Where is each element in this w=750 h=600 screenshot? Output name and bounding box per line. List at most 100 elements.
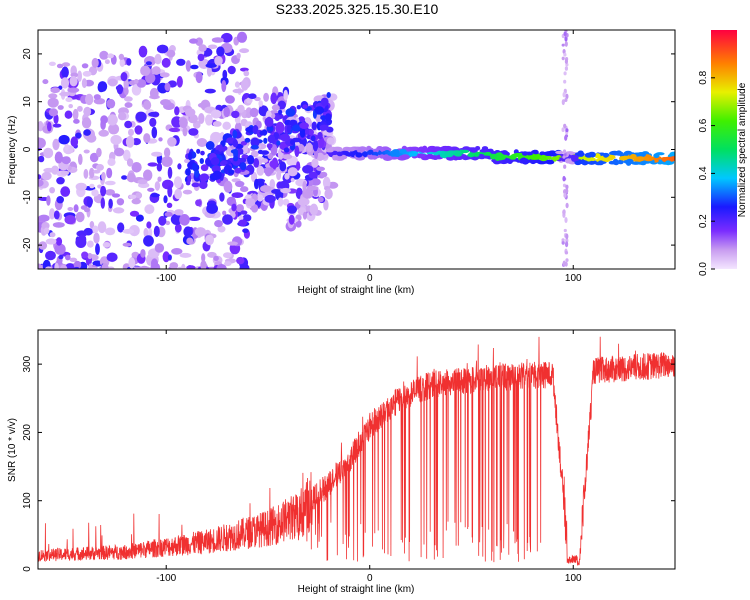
spectrogram-blob <box>106 167 113 179</box>
spectrogram-vline <box>563 164 567 169</box>
colorbar-tick-label: 0.4 <box>698 166 709 180</box>
spectrogram-ridge <box>527 151 533 156</box>
spectrogram-blob <box>222 214 233 225</box>
spectrogram-ridge <box>454 153 462 157</box>
spectrogram-blob <box>124 102 133 108</box>
spectrogram-vline <box>561 43 565 47</box>
spectrogram-blob <box>221 32 233 43</box>
spectrogram-blob <box>308 171 318 179</box>
spectrogram-blob <box>260 185 272 193</box>
spectrogram-ridge <box>625 158 634 165</box>
spectrogram-blob <box>96 164 104 171</box>
spectrogram-blob <box>151 258 158 269</box>
spectrogram-blob <box>237 104 245 113</box>
spectrogram-blob <box>60 77 70 89</box>
spectrogram-blob <box>101 263 109 269</box>
spectrogram-ridge <box>372 148 379 153</box>
spectrogram-vline <box>562 175 566 182</box>
spectrogram-blob <box>67 87 80 93</box>
spectrogram-ridge <box>521 151 529 156</box>
spectrogram-blob <box>48 108 59 117</box>
spectrogram-blob <box>256 165 265 176</box>
colorbar: 0.0 0.2 0.4 0.6 0.8 Normalized spectral ampl… <box>698 30 748 276</box>
spectrogram-blob <box>290 139 296 145</box>
spectrogram-blob <box>213 255 219 261</box>
spectrogram-blob <box>195 199 202 207</box>
spectrogram-blob <box>143 227 149 238</box>
spectrogram-blob <box>75 182 87 191</box>
spectrogram-blob <box>107 78 118 87</box>
spectrogram-vline <box>565 128 569 133</box>
spectrogram-blob <box>52 222 65 228</box>
spectrogram-blob <box>231 110 240 119</box>
spectrogram-blob <box>107 114 118 126</box>
spectrogram-blob <box>256 194 264 202</box>
spectrogram-blob <box>200 164 209 172</box>
spectrogram-blob <box>274 115 280 121</box>
spectrogram-blob <box>322 176 331 189</box>
spectrogram-blob <box>176 266 187 269</box>
spectrogram-ridge <box>482 155 492 159</box>
spectrogram-blob <box>245 126 255 133</box>
spectrogram-ridge <box>617 159 624 165</box>
spectrogram-blob <box>147 162 158 167</box>
spectrogram-blob <box>243 70 250 77</box>
spectrogram-blob <box>174 188 183 200</box>
spectrogram-blob <box>99 50 109 60</box>
spectrogram-blob <box>312 140 319 152</box>
spectrogram-blob <box>259 130 266 136</box>
spectrogram-blob <box>206 203 219 214</box>
spectrogram-ridge <box>636 156 645 161</box>
spectrogram-vline <box>561 241 565 245</box>
spectrogram-ridge <box>577 150 584 156</box>
spectrogram-blob <box>161 156 173 167</box>
spectrogram-blob <box>143 169 153 181</box>
spectrogram-blob <box>88 263 93 269</box>
spectrogram-blob <box>78 153 83 165</box>
spectrogram-blob <box>154 243 165 253</box>
spectrogram-blob <box>220 160 228 165</box>
spectrogram-blob <box>164 82 171 91</box>
spectrogram-ridge <box>544 151 554 156</box>
spectrogram-blob <box>299 122 309 129</box>
spectrogram-blob <box>269 160 278 168</box>
spectrogram-ridge <box>331 150 339 155</box>
snr-x-ticks: -100 0 100 <box>156 330 582 584</box>
spectrogram-blob <box>83 149 90 154</box>
spectrogram-blob <box>160 99 171 106</box>
spectrogram-blob <box>236 52 241 59</box>
spectrogram-blob <box>185 60 192 72</box>
spectrogram-blob <box>48 93 58 99</box>
spectrogram-blob <box>75 132 82 139</box>
spectrogram-blob <box>97 221 107 234</box>
spectrogram-blob <box>151 151 163 157</box>
spectrogram-blob <box>49 208 55 220</box>
spectrogram-blob <box>53 210 60 220</box>
spectrogram-blob <box>219 192 225 202</box>
spectrogram-blob <box>170 213 183 225</box>
spectrogram-blob <box>323 199 329 211</box>
spectrogram-blob <box>204 88 216 94</box>
spectrogram-blob <box>194 227 207 237</box>
spectrogram-ridge <box>594 153 601 159</box>
spectrogram-blob <box>149 117 157 127</box>
spectrogram-blob <box>108 198 113 209</box>
spectrogram-blob <box>96 147 102 158</box>
spectrogram-ridge <box>546 159 554 165</box>
spectrogram-blob <box>48 61 56 66</box>
spectrogram-blob <box>38 155 45 163</box>
spectrogram-ridge <box>409 146 419 151</box>
spectrogram-blob <box>77 70 82 82</box>
spectrogram-ridge <box>555 150 564 155</box>
spectrogram-blob <box>319 136 325 148</box>
spectrogram-blob <box>228 169 235 175</box>
spectrogram-blob <box>188 151 193 161</box>
spectrogram-blob <box>154 181 161 191</box>
spectrogram-blob <box>195 71 203 84</box>
spectrogram-ridge <box>335 147 343 152</box>
spectrogram-blob <box>86 133 97 143</box>
spectrogram-blob <box>184 158 190 164</box>
spectrogram-ridge <box>532 149 539 155</box>
spectrogram-blob <box>288 214 295 225</box>
